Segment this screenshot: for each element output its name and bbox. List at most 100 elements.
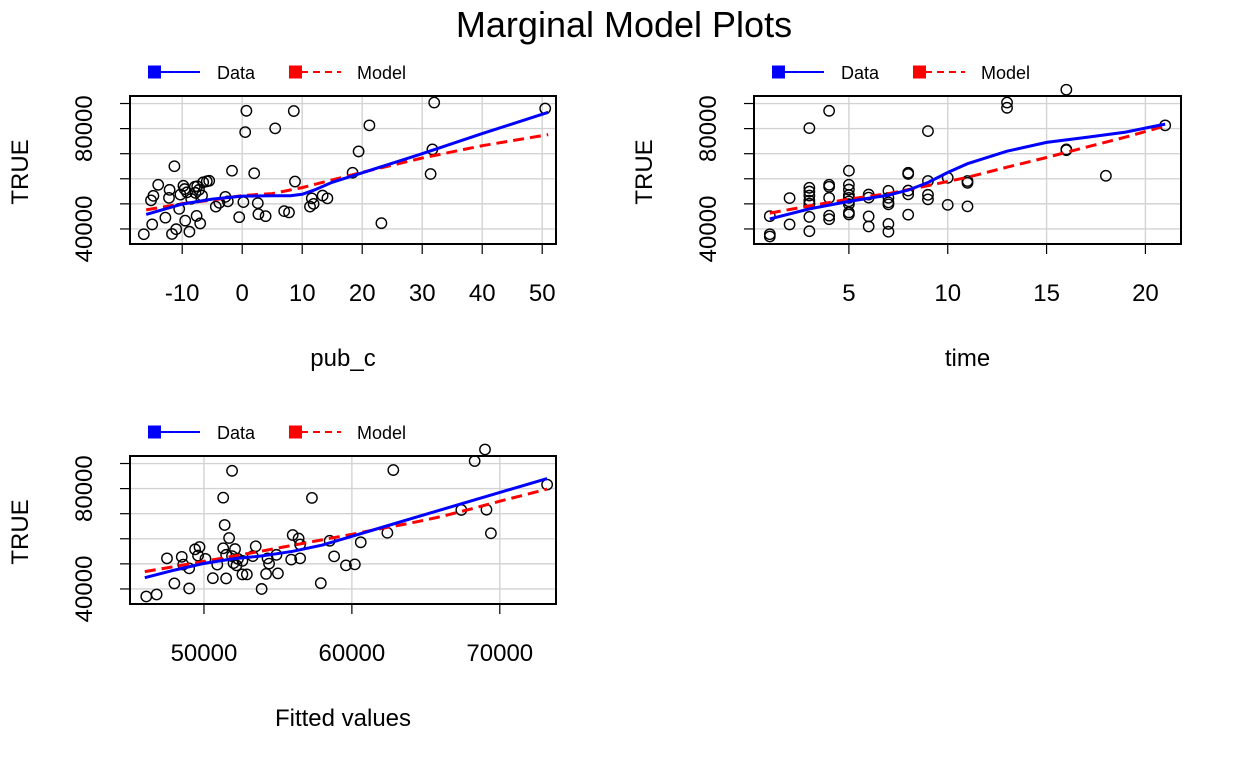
x-tick-label: -10 <box>165 280 200 307</box>
data-point <box>803 181 816 194</box>
model-curve <box>144 487 548 574</box>
data-point <box>468 455 481 467</box>
scatter-points <box>763 83 1172 243</box>
data-point <box>181 186 193 199</box>
data-point <box>170 223 183 236</box>
x-tick-label: 50000 <box>171 640 238 667</box>
data-point <box>137 228 150 241</box>
data-point <box>354 536 367 549</box>
plot-frame <box>129 455 557 605</box>
data-point <box>328 550 341 563</box>
figure-title: Marginal Model Plots <box>456 4 792 45</box>
y-tick-label: 80000 <box>71 455 98 522</box>
legend: Data Model <box>148 63 406 83</box>
data-point <box>260 567 272 580</box>
data-point <box>485 527 497 540</box>
y-axis-label: TRUE <box>7 499 34 564</box>
legend: Data Model <box>772 63 1030 83</box>
data-point <box>226 464 238 477</box>
data-point <box>340 559 352 572</box>
data-point <box>259 210 272 223</box>
scatter-points <box>137 96 552 241</box>
data-point <box>218 519 231 531</box>
x-tick-label: 50 <box>529 280 556 307</box>
data-curve <box>145 110 549 216</box>
y-tick-label: 80000 <box>71 95 98 162</box>
data-point <box>307 197 320 210</box>
legend-model-label: Model <box>357 63 406 83</box>
data-point <box>882 225 895 238</box>
data-point <box>803 122 816 135</box>
data-point <box>150 588 163 601</box>
legend-data-swatch <box>772 65 785 79</box>
y-tick-label: 80000 <box>695 95 722 162</box>
data-point <box>803 211 816 223</box>
data-point <box>183 225 196 238</box>
data-point <box>1099 169 1112 182</box>
x-axis: -10 0 10 20 30 40 50 <box>165 243 556 307</box>
data-point <box>763 230 776 243</box>
x-axis-label: time <box>945 345 990 372</box>
data-point <box>248 167 261 180</box>
data-point <box>220 572 233 585</box>
legend-model-swatch <box>913 65 926 79</box>
y-tick-label: 40000 <box>695 196 722 263</box>
data-point <box>1001 101 1013 114</box>
data-point <box>842 164 855 177</box>
data-point <box>922 193 934 206</box>
data-point <box>236 554 249 567</box>
data-point <box>363 119 376 132</box>
x-tick-label: 15 <box>1033 280 1060 307</box>
data-point <box>387 464 400 476</box>
legend-data-label: Data <box>217 63 256 83</box>
data-point <box>1001 96 1013 109</box>
data-point <box>209 200 222 213</box>
data-point <box>236 568 249 581</box>
data-point <box>961 200 974 213</box>
data-point <box>263 557 275 570</box>
x-tick-label: 5 <box>842 280 855 307</box>
data-point <box>902 208 915 221</box>
data-point <box>823 209 836 222</box>
data-point <box>305 192 318 205</box>
y-tick-label: 40000 <box>71 196 98 263</box>
data-point <box>823 213 836 226</box>
data-point <box>803 189 816 202</box>
data-point <box>285 553 298 566</box>
data-point <box>922 125 934 138</box>
data-point <box>249 540 262 553</box>
data-point <box>287 105 300 117</box>
data-point <box>882 198 895 211</box>
data-point <box>479 443 491 456</box>
data-point <box>140 590 153 603</box>
y-tick-label: 40000 <box>71 556 98 623</box>
y-axis: 40000 80000 <box>71 95 131 263</box>
data-point <box>306 491 318 504</box>
chart-panel-2: 5 10 15 20 time 40000 80000 TRUE Data Model <box>631 63 1182 372</box>
legend: Data Model <box>148 423 406 443</box>
data-point <box>922 188 934 201</box>
scatter-points <box>140 443 554 603</box>
data-point <box>902 168 915 180</box>
data-point <box>823 104 836 117</box>
chart-panel-1: -10 0 10 20 30 40 50 pub_c 40000 80000 TRUE Data Mod… <box>7 63 557 372</box>
data-point <box>283 206 295 219</box>
data-point <box>203 174 216 187</box>
data-point <box>255 583 268 595</box>
data-point <box>217 542 230 555</box>
data-point <box>294 552 307 565</box>
data-point <box>1060 83 1073 96</box>
legend-model-label: Model <box>357 423 406 443</box>
data-point <box>163 183 176 196</box>
legend-model-swatch <box>289 425 302 439</box>
model-curve <box>769 124 1166 215</box>
data-point <box>304 200 316 213</box>
data-point <box>882 218 895 230</box>
data-point <box>226 164 238 177</box>
x-tick-label: 70000 <box>466 640 533 667</box>
data-point <box>961 176 974 189</box>
data-point <box>146 218 159 231</box>
x-axis: 5 10 15 20 <box>842 243 1159 307</box>
data-point <box>189 186 202 199</box>
